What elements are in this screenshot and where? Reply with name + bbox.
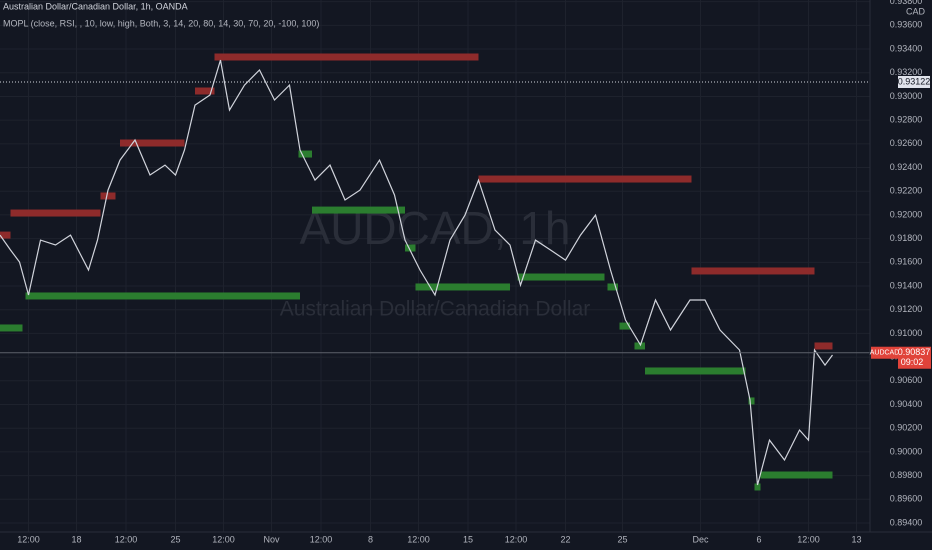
x-tick-label: 25	[617, 534, 627, 544]
y-tick-label: 0.92200	[890, 186, 923, 196]
last-price-label: 0.90837	[898, 347, 931, 357]
y-tick-label: 0.90600	[890, 375, 923, 385]
y-tick-label: 0.89400	[890, 517, 923, 527]
level-segment	[645, 367, 746, 375]
x-tick-label: Dec	[692, 534, 709, 544]
level-segment	[120, 139, 185, 147]
x-tick-label: 12:00	[212, 534, 235, 544]
y-tick-label: 0.89600	[890, 494, 923, 504]
grid	[0, 0, 870, 532]
y-tick-label: 0.93800	[890, 0, 923, 6]
y-tick-label: 0.91800	[890, 233, 923, 243]
x-tick-label: 12:00	[797, 534, 820, 544]
chart-title: Australian Dollar/Canadian Dollar, 1h, O…	[3, 1, 188, 11]
y-tick-label: 0.93600	[890, 20, 923, 30]
level-segment	[10, 209, 101, 217]
indicator-label: MOPL (close, RSI, , 10, low, high, Both,…	[3, 18, 319, 28]
y-tick-label: 0.92600	[890, 138, 923, 148]
x-tick-label: 12:00	[407, 534, 430, 544]
level-segment	[748, 397, 755, 405]
watermark-subtitle: Australian Dollar/Canadian Dollar	[280, 298, 591, 321]
level-segment	[25, 292, 300, 300]
y-tick-label: 0.93400	[890, 43, 923, 53]
y-tick-label: 0.90200	[890, 423, 923, 433]
axes: 0.89400 0.89600 0.89800 0.90000 0.90200 0.904…	[17, 0, 931, 544]
countdown-label: 09:02	[901, 357, 924, 367]
y-tick-label: 0.91600	[890, 257, 923, 267]
x-tick-label: Nov	[263, 534, 280, 544]
level-segment	[691, 267, 815, 275]
y-tick-label: 0.90400	[890, 399, 923, 409]
level-segment	[0, 231, 11, 239]
x-tick-label: 25	[170, 534, 180, 544]
y-tick-label: 0.91000	[890, 328, 923, 338]
level-segment	[195, 87, 215, 95]
x-tick-label: 18	[71, 534, 81, 544]
x-tick-label: 6	[756, 534, 761, 544]
level-segment	[634, 342, 645, 350]
level-segment	[619, 322, 630, 330]
x-tick-label: 12:00	[310, 534, 333, 544]
level-segment	[754, 483, 761, 491]
last-price-box	[898, 346, 931, 369]
level-segment	[312, 206, 405, 214]
plot	[0, 53, 870, 491]
level-segment	[760, 471, 833, 479]
y-tick-label: 0.93200	[890, 67, 923, 77]
level-segment	[405, 244, 416, 252]
marked-price-label: 0.93122	[898, 76, 931, 86]
level-segment	[517, 273, 605, 281]
x-tick-label: 13	[851, 534, 861, 544]
y-tick-label: 0.90000	[890, 446, 923, 456]
level-segment	[814, 342, 833, 350]
x-tick-label: 15	[463, 534, 473, 544]
x-tick-label: 22	[560, 534, 570, 544]
y-tick-label: 0.89800	[890, 470, 923, 480]
level-segment	[214, 53, 479, 61]
currency: CAD	[906, 6, 926, 16]
x-tick-label: 12:00	[115, 534, 138, 544]
level-segment	[415, 283, 510, 291]
y-tick-label: 0.93000	[890, 91, 923, 101]
x-tick-label: 12:00	[505, 534, 528, 544]
level-segment	[0, 324, 23, 332]
y-tick-label: 0.92000	[890, 209, 923, 219]
symbol-box	[871, 346, 898, 359]
level-segment	[607, 283, 618, 291]
level-segment	[298, 150, 312, 158]
symbol-label: AUDCAD	[870, 350, 900, 357]
y-tick-label: 0.91400	[890, 280, 923, 290]
price-line	[0, 59, 833, 486]
level-segment	[100, 192, 116, 200]
level-segment	[478, 175, 692, 183]
x-tick-label: 8	[368, 534, 373, 544]
x-tick-label: 12:00	[17, 534, 40, 544]
y-tick-label: 0.91200	[890, 304, 923, 314]
y-tick-label: 0.92800	[890, 115, 923, 125]
y-tick-label: 0.92400	[890, 162, 923, 172]
marked-price-box	[898, 75, 930, 88]
